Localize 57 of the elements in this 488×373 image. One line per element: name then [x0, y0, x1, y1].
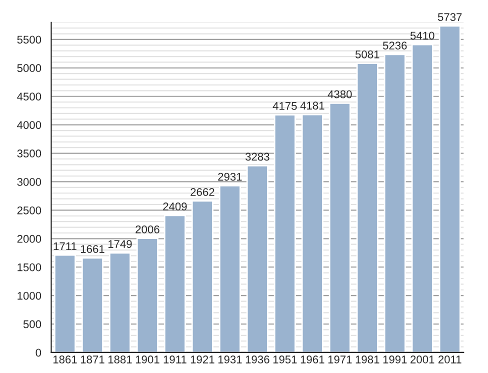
bar [108, 252, 131, 352]
y-tick-label: 500 [23, 320, 42, 328]
y-tick-label: 5000 [17, 64, 42, 72]
x-tick-label: 1871 [80, 356, 104, 364]
bar [356, 62, 378, 352]
data-label: 2662 [190, 188, 214, 196]
y-tick-label: 3500 [17, 150, 42, 158]
bar [191, 200, 214, 352]
bar [438, 25, 461, 352]
x-tick-label: 1931 [218, 356, 242, 364]
data-label: 4181 [300, 102, 324, 110]
bar [384, 54, 406, 352]
x-tick-label: 1936 [246, 356, 270, 364]
y-tick-label: 4500 [17, 92, 42, 101]
data-label: 5737 [438, 13, 462, 21]
bar [81, 257, 104, 352]
data-label: 4380 [328, 90, 352, 98]
x-tick-label: 1881 [108, 356, 132, 364]
bar [328, 102, 351, 352]
bar [411, 44, 434, 352]
data-label: 2006 [136, 225, 160, 234]
data-label: 1661 [80, 245, 104, 253]
bar [218, 184, 241, 352]
y-tick-label: 5500 [17, 36, 42, 44]
x-tick-label: 2011 [438, 356, 462, 364]
bar [274, 114, 296, 352]
y-tick-label: 2000 [17, 234, 42, 243]
bar [164, 214, 186, 352]
data-label: 1749 [108, 240, 132, 248]
x-tick-label: 2001 [410, 356, 434, 364]
x-tick-label: 1861 [53, 356, 77, 364]
x-tick-label: 1911 [164, 356, 186, 364]
data-label: 2931 [218, 172, 242, 181]
y-tick-label: 1500 [18, 263, 42, 272]
y-tick-label: 4000 [17, 121, 42, 129]
x-tick-label: 1951 [273, 356, 297, 364]
y-tick-label: 0 [36, 348, 42, 357]
x-tick-label: 1971 [328, 356, 352, 364]
data-label: 4175 [272, 102, 297, 110]
x-tick-label: 1961 [300, 356, 324, 364]
data-label: 3283 [245, 152, 270, 161]
x-tick-label: 1991 [383, 356, 407, 364]
x-tick-label: 1901 [136, 356, 160, 364]
y-tick-label: 2500 [17, 206, 42, 214]
data-label: 5081 [355, 50, 380, 58]
y-tick-label: 3000 [17, 178, 42, 186]
data-label: 1711 [54, 242, 76, 250]
bar [54, 254, 76, 352]
x-tick-label: 1921 [190, 356, 214, 364]
x-tick-label: 1981 [356, 356, 380, 364]
bar [246, 164, 268, 352]
data-label: 5410 [410, 32, 434, 40]
data-label: 5236 [382, 42, 407, 50]
y-tick-label: 1000 [18, 292, 42, 300]
bar [136, 238, 158, 352]
bar [301, 114, 324, 352]
data-label: 2409 [163, 202, 187, 210]
